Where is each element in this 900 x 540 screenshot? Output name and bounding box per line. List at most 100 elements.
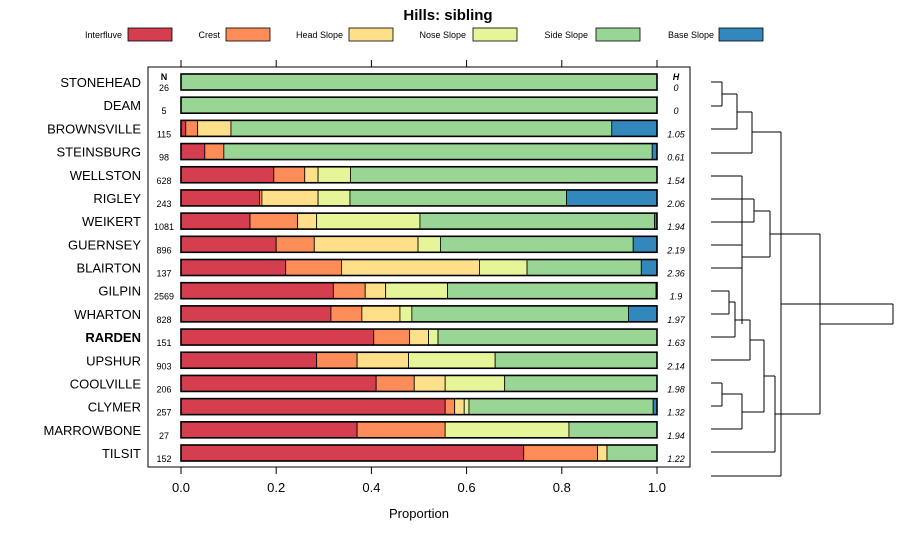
- bar-segment-nose-slope: [417, 235, 441, 253]
- bar-segment-nose-slope: [444, 375, 506, 392]
- bar-segment-base-slope: [628, 305, 658, 323]
- bar-segment-crest: [275, 235, 315, 253]
- bar-segment-head-slope: [409, 328, 429, 346]
- bar-outline: [180, 374, 658, 393]
- legend-label-side-slope: Side Slope: [544, 30, 588, 40]
- row-h-value: 1.97: [667, 315, 686, 325]
- bar-outline: [180, 258, 658, 277]
- bar-segment-nose-slope: [444, 421, 570, 439]
- row-label-deam: DEAM: [103, 98, 141, 113]
- bar-segment-head-slope: [197, 119, 232, 137]
- bar-segment-crest: [273, 166, 306, 184]
- row-h-value: 1.9: [670, 292, 683, 302]
- row-label-wharton: WHARTON: [74, 307, 141, 322]
- bar-segment-nose-slope: [317, 166, 351, 184]
- bar-segment-nose-slope: [479, 259, 528, 276]
- x-tick-label: 0.2: [267, 480, 285, 495]
- bar-outline: [180, 281, 658, 300]
- bar-segment-head-slope: [364, 282, 387, 300]
- row-n-value: 137: [156, 269, 171, 279]
- row-h-value: 1.54: [667, 176, 685, 186]
- bar-segment-side-slope: [440, 235, 634, 253]
- legend-swatch-nose-slope: [472, 27, 518, 42]
- bar-segment-crest: [523, 444, 598, 462]
- bar-segment-crest: [285, 259, 342, 276]
- bar-segment-side-slope: [568, 421, 658, 439]
- bar-segment-crest: [249, 212, 299, 230]
- row-label-brownsville: BROWNSVILLE: [47, 121, 141, 136]
- bar-segment-nose-slope: [463, 398, 470, 416]
- row-h-value: 1.32: [667, 408, 685, 418]
- bar-segment-head-slope: [261, 189, 319, 207]
- bar-segment-head-slope: [356, 351, 409, 369]
- bar-segment-head-slope: [313, 235, 419, 253]
- bar-segment-side-slope: [223, 143, 653, 160]
- bar-segment-head-slope: [413, 375, 446, 392]
- row-label-marrowbone: MARROWBONE: [44, 423, 142, 438]
- row-h-value: 0: [673, 83, 678, 93]
- bar-outline: [180, 351, 658, 370]
- x-tick-label: 0.6: [458, 480, 476, 495]
- bar-outline: [180, 328, 658, 346]
- legend-label-base-slope: Base Slope: [668, 30, 714, 40]
- row-label-gilpin: GILPIN: [98, 284, 141, 299]
- row-h-value: 0: [673, 106, 678, 116]
- bar-segment-nose-slope: [317, 189, 351, 207]
- bar-segment-interfluve: [180, 444, 525, 462]
- bar-segment-side-slope: [504, 375, 658, 392]
- bar-segment-side-slope: [494, 351, 658, 369]
- x-tick-label: 0.8: [553, 480, 571, 495]
- n-column-header: N: [161, 72, 168, 82]
- row-label-wellston: WELLSTON: [70, 168, 141, 183]
- bar-outline: [180, 421, 658, 439]
- bar-segment-head-slope: [361, 305, 401, 323]
- legend-swatch-crest: [225, 27, 271, 42]
- bar-segment-crest: [332, 282, 366, 300]
- x-tick-label: 1.0: [648, 480, 666, 495]
- bar-outline: [180, 119, 658, 138]
- legend-label-crest: Crest: [198, 30, 220, 40]
- row-n-value: 628: [156, 176, 171, 186]
- bar-segment-interfluve: [180, 282, 334, 300]
- bar-segment-crest: [373, 328, 410, 346]
- bar-segment-nose-slope: [428, 328, 439, 346]
- row-label-guernsey: GUERNSEY: [68, 237, 141, 252]
- bar-segment-crest: [444, 398, 456, 416]
- row-n-value: 243: [156, 199, 171, 209]
- plot-frame: [147, 66, 691, 468]
- row-h-value: 0.61: [667, 153, 685, 163]
- row-label-steinsburg: STEINSBURG: [56, 145, 141, 160]
- bar-segment-interfluve: [180, 328, 375, 346]
- legend-label-head-slope: Head Slope: [296, 30, 343, 40]
- bar-segment-head-slope: [597, 444, 608, 462]
- bar-segment-crest: [204, 143, 225, 160]
- bar-outline: [180, 305, 658, 323]
- row-label-upshur: UPSHUR: [86, 353, 141, 368]
- row-label-clymer: CLYMER: [88, 400, 141, 415]
- bar-outline: [180, 96, 658, 114]
- row-n-value: 5: [161, 106, 166, 116]
- bar-segment-crest: [316, 351, 358, 369]
- bar-outline: [180, 165, 658, 184]
- bar-segment-nose-slope: [385, 282, 448, 300]
- bar-segment-interfluve: [180, 375, 377, 392]
- bar-outline: [180, 142, 658, 161]
- legend: Interfluve Crest Head Slope Nose Slope Side …: [85, 27, 764, 42]
- bar-segment-side-slope: [468, 398, 654, 416]
- bar-segment-side-slope: [447, 282, 657, 300]
- row-label-rigley: RIGLEY: [93, 191, 141, 206]
- row-label-stonehead: STONEHEAD: [60, 75, 141, 90]
- bar-segment-side-slope: [437, 328, 658, 346]
- x-tick-label: 0.4: [362, 480, 380, 495]
- bar-segment-crest: [330, 305, 363, 323]
- bar-segment-interfluve: [180, 421, 358, 439]
- row-h-value: 1.94: [667, 431, 685, 441]
- bar-segment-crest: [185, 119, 199, 137]
- row-n-value: 2569: [154, 292, 174, 302]
- bar-segment-nose-slope: [408, 351, 496, 369]
- bar-segment-interfluve: [180, 398, 446, 416]
- dendrogram: [711, 81, 894, 477]
- h-column-header: H: [673, 72, 680, 82]
- bar-segment-side-slope: [180, 96, 658, 114]
- bar-segment-interfluve: [180, 235, 277, 253]
